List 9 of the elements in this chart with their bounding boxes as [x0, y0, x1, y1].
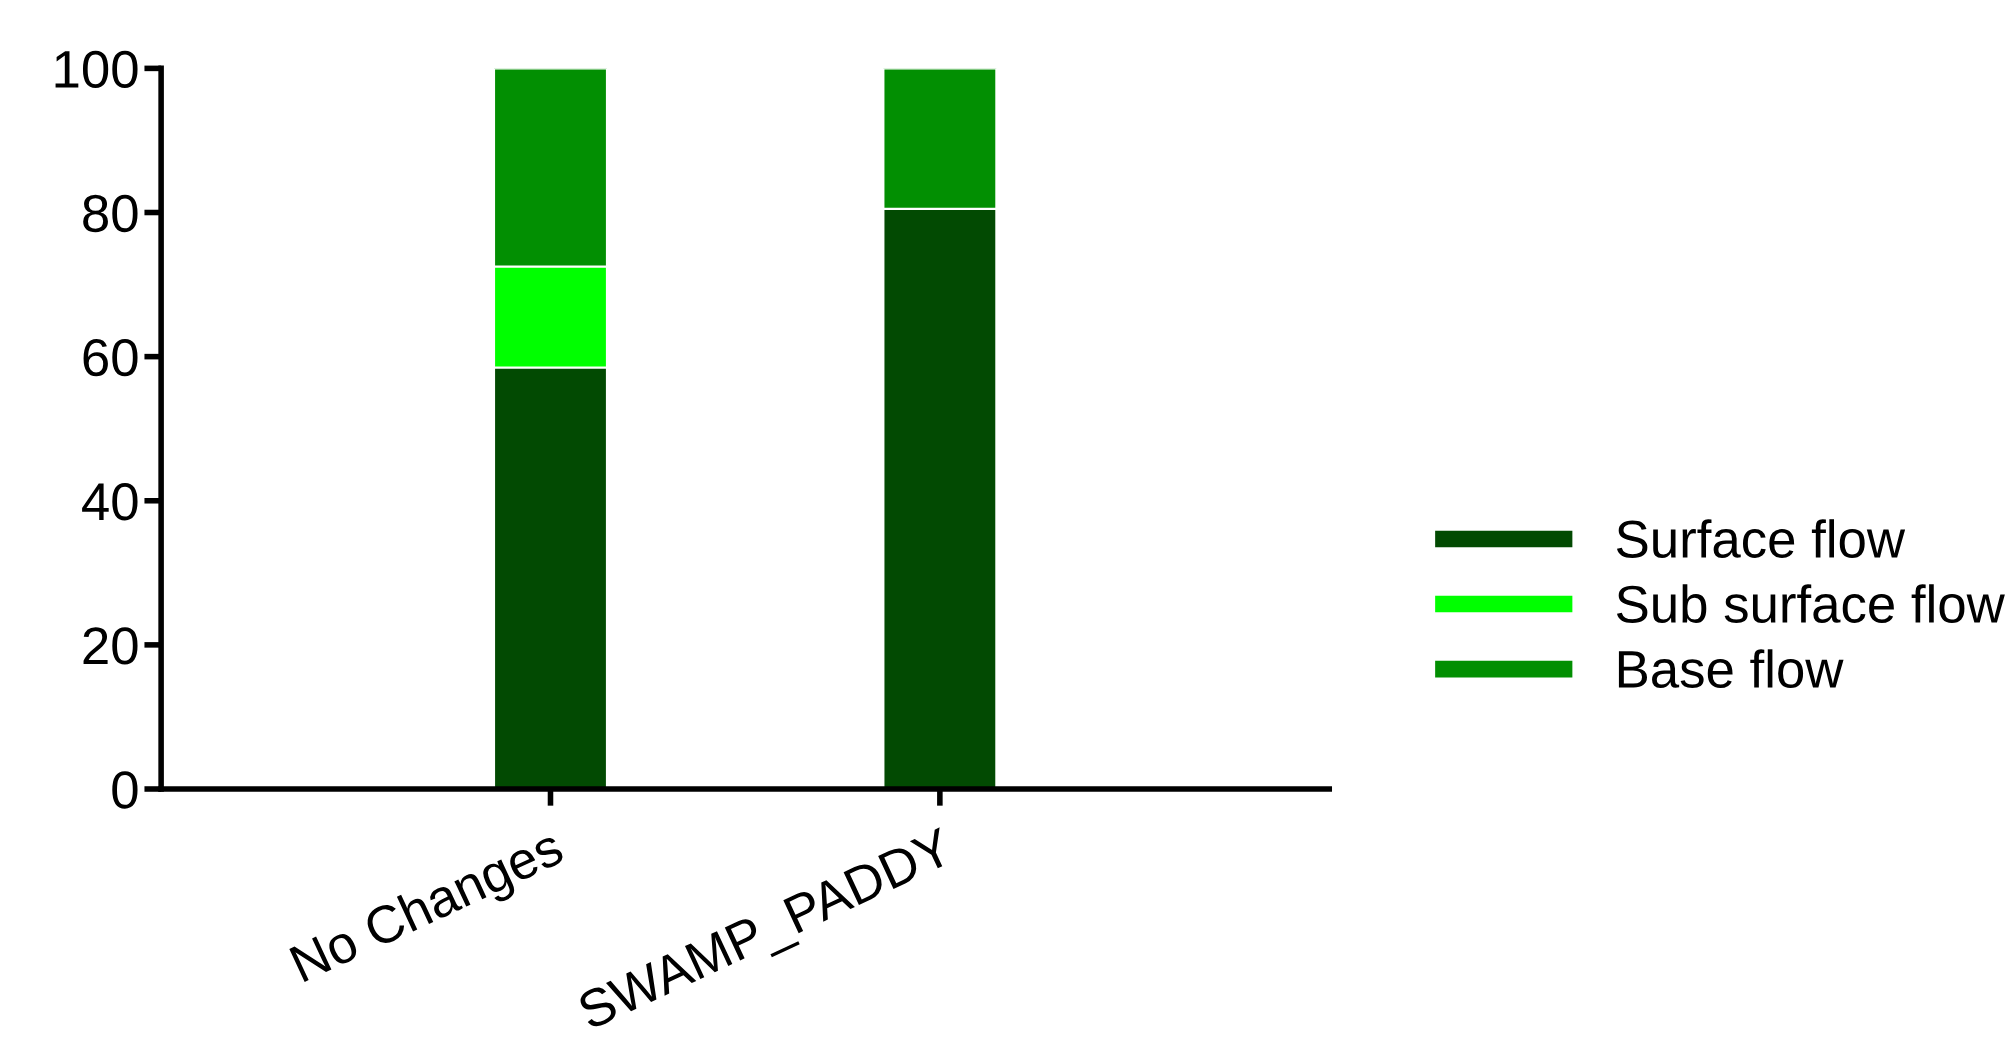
y-tick-label: 60 — [83, 338, 138, 377]
legend-label: Surface flow — [1616, 519, 1906, 558]
y-tick-label: 20 — [83, 627, 138, 665]
legend-label: Base flow — [1618, 649, 1844, 689]
y-tick-label: 100 — [55, 50, 138, 89]
legend-label: Sub surface flow — [1616, 584, 2005, 624]
y-tick-label: 40 — [82, 483, 138, 521]
y-tick-label: 0 — [112, 771, 138, 809]
y-tick-label: 80 — [83, 194, 138, 233]
